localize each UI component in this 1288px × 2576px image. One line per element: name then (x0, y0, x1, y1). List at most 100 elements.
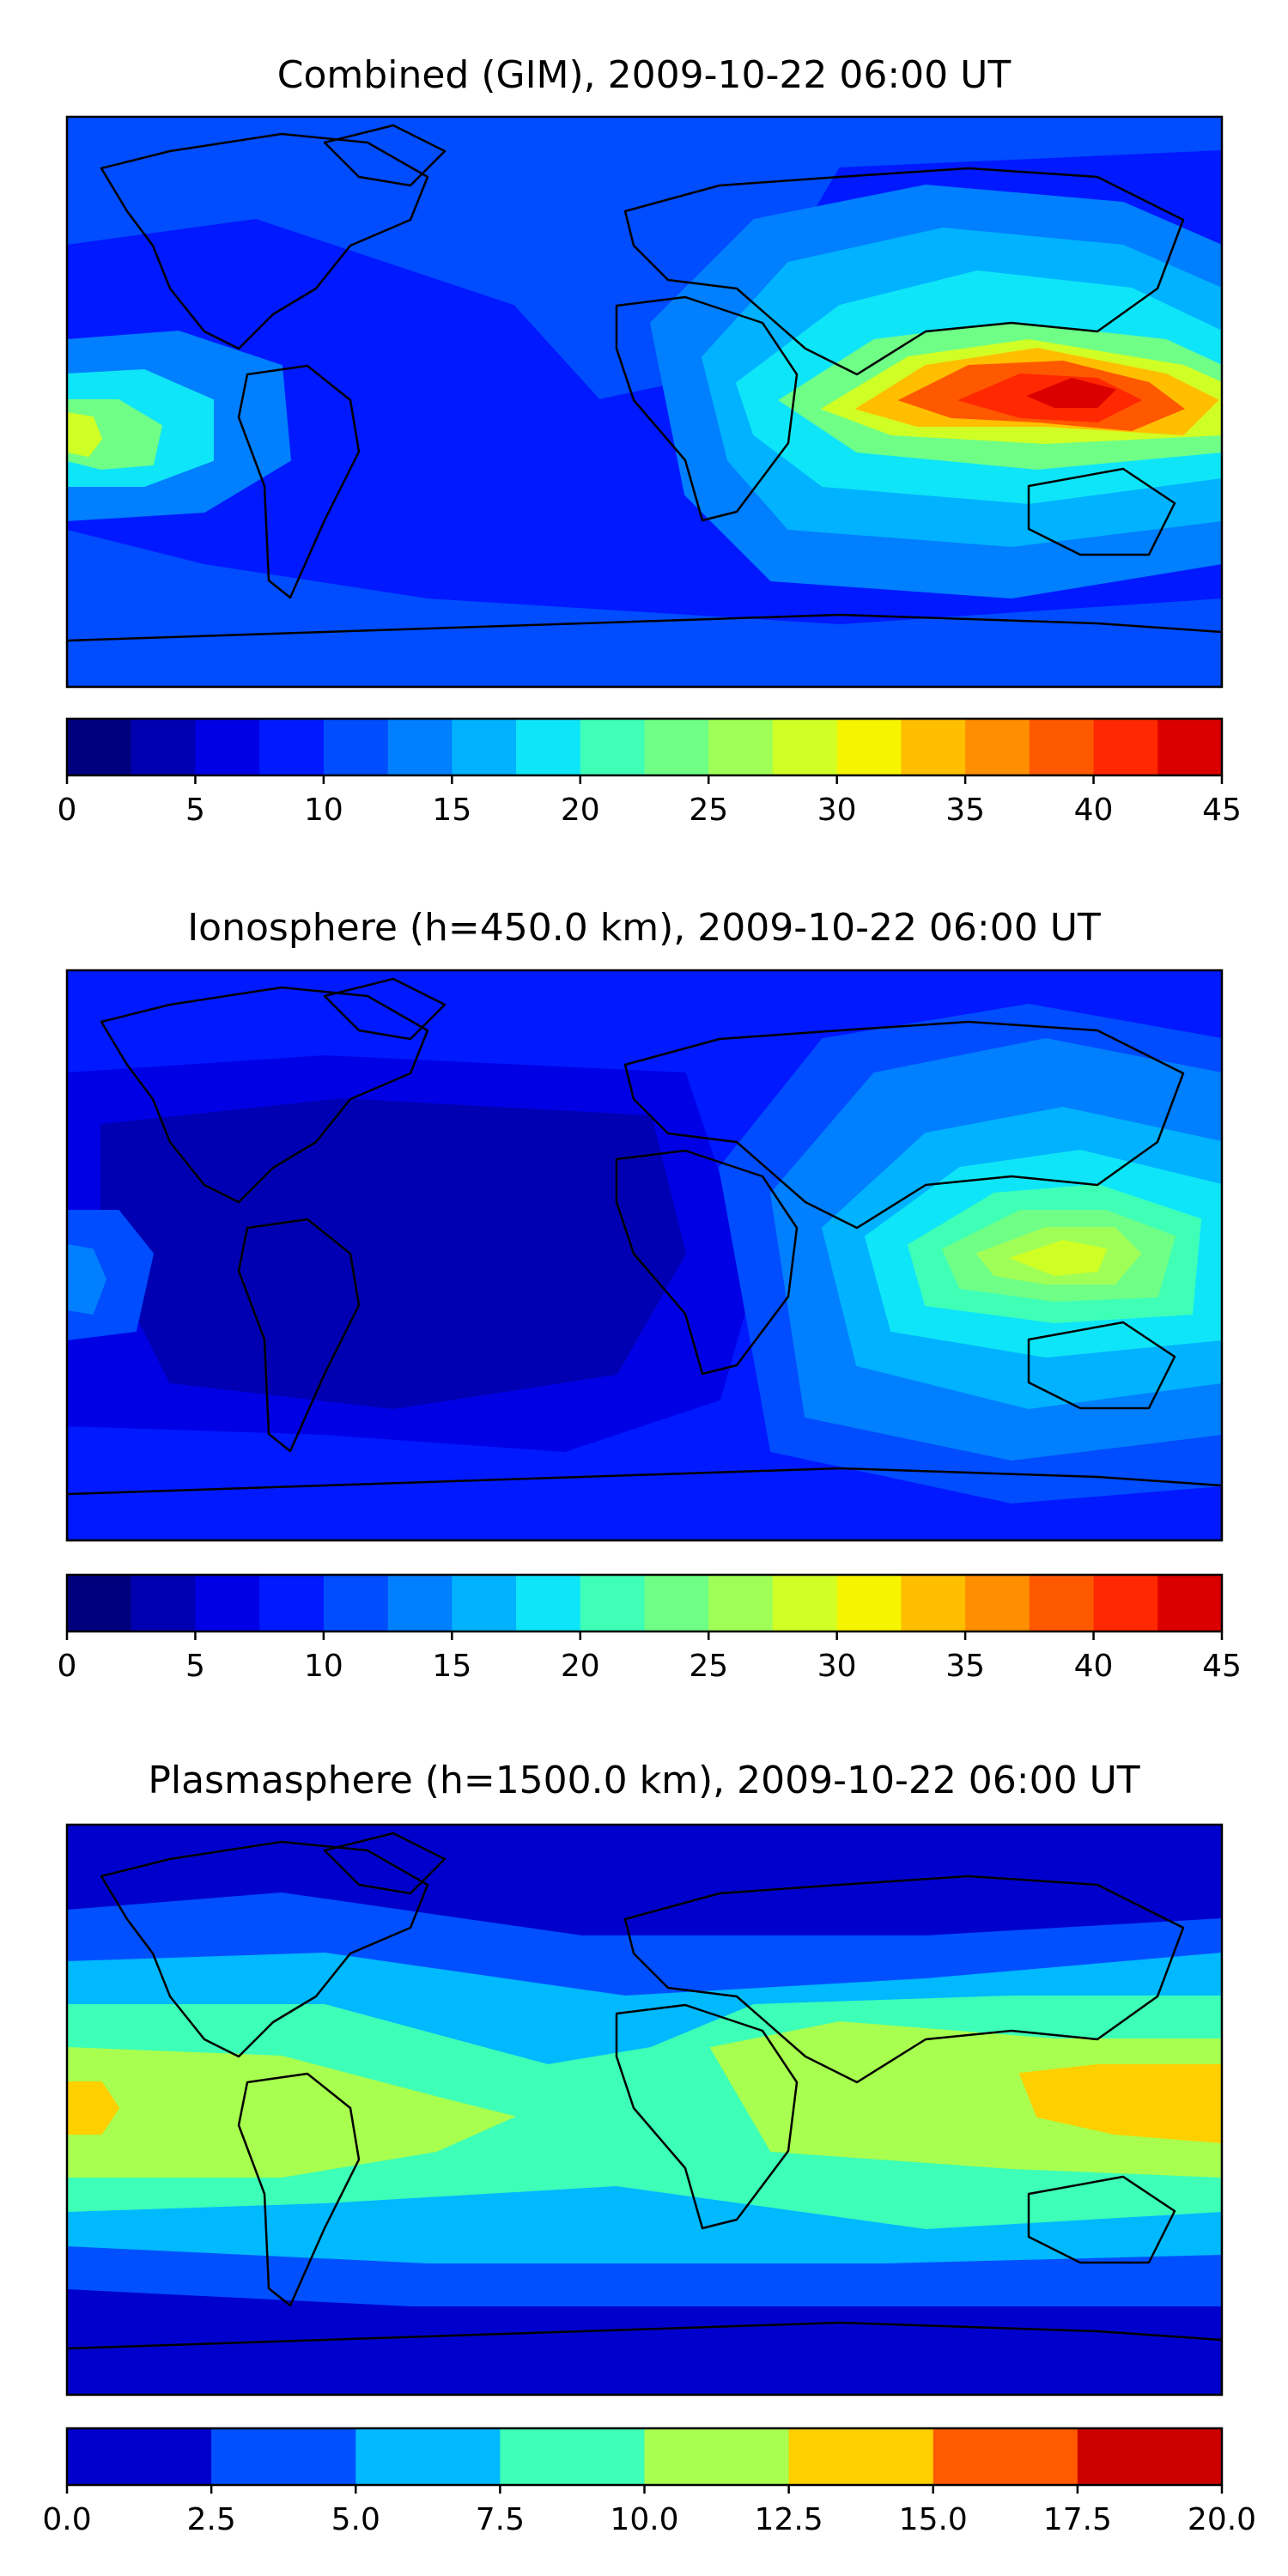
plasmasphere-colorbar-tick-label-6: 15.0 (899, 2502, 968, 2537)
combined-colorbar-tick-label-2: 10 (304, 793, 343, 828)
combined-colorbar-segment-4 (323, 719, 389, 775)
plasmasphere-colorbar-tick-label-1: 2.5 (186, 2502, 235, 2537)
ionosphere-colorbar-segment-1 (131, 1575, 196, 1631)
chart-title-ionosphere: Ionosphere (h=450.0 km), 2009-10-22 06:0… (187, 906, 1101, 950)
combined-colorbar-tick-label-0: 0 (58, 793, 77, 828)
ionosphere-colorbar-segment-10 (708, 1575, 774, 1631)
combined-colorbar-tick-label-4: 20 (561, 793, 600, 828)
combined-colorbar-segment-15 (1029, 719, 1095, 775)
plasmasphere-coastline-4 (623, 1874, 1185, 2084)
ionosphere-map-frame (65, 969, 1224, 1542)
plasmasphere-coastline-1 (237, 2072, 361, 2307)
plasmasphere-colorbar-tick-label-2: 5.0 (331, 2502, 380, 2537)
ionosphere-colorbar-tick-label-1: 5 (185, 1649, 205, 1684)
ionosphere-colorbar-segment-4 (323, 1575, 389, 1631)
ionosphere-contour-band-2 (100, 1097, 687, 1410)
combined-coastline-4 (623, 167, 1185, 376)
combined-colorbar-segment-7 (516, 719, 581, 775)
ionosphere-colorbar-segment-17 (1157, 1575, 1223, 1631)
ionosphere-coastline-4 (623, 1020, 1185, 1230)
ionosphere-colorbar-tick-label-4: 20 (561, 1649, 600, 1684)
combined-coastline-2 (323, 124, 447, 187)
ionosphere-coastline-1 (237, 1218, 361, 1453)
combined-colorbar-tick-label-1: 5 (185, 793, 205, 828)
plasmasphere-colorbar-segment-4 (644, 2428, 790, 2485)
ionosphere-colorbar-tick-label-7: 35 (945, 1649, 985, 1684)
plasmasphere-contour-band-7 (1018, 2064, 1222, 2144)
plasmasphere-coastline-3 (615, 2003, 799, 2230)
plasmasphere-coastline-5 (1027, 2175, 1176, 2264)
combined-colorbar-segment-14 (965, 719, 1030, 775)
combined-colorbar-segment-16 (1093, 719, 1158, 775)
ionosphere-colorbar-segment-7 (516, 1575, 581, 1631)
combined-colorbar-segment-6 (452, 719, 517, 775)
ionosphere-contour-band-12 (67, 1243, 107, 1315)
plasmasphere-colorbar-segment-1 (211, 2428, 356, 2485)
combined-colorbar-segment-9 (644, 719, 709, 775)
ionosphere-colorbar-frame (65, 1573, 1224, 1633)
map-panel-combined (65, 115, 1224, 689)
ionosphere-colorbar-tick-label-2: 10 (304, 1649, 343, 1684)
combined-colorbar-tick-label-3: 15 (432, 793, 471, 828)
ionosphere-coastline-5 (1027, 1321, 1176, 1410)
combined-colorbar-segment-12 (836, 719, 902, 775)
combined-map-frame (65, 115, 1224, 689)
map-plot-area (65, 115, 1224, 689)
combined-colorbar-tick-label-9: 45 (1202, 793, 1242, 828)
map-panel-plasmasphere (65, 1823, 1224, 2397)
ionosphere-colorbar-tick-label-8: 40 (1074, 1649, 1114, 1684)
ionosphere-coastline-0 (100, 986, 429, 1204)
combined-colorbar-segment-13 (901, 719, 966, 775)
combined-colorbar-segment-17 (1157, 719, 1223, 775)
plasmasphere-colorbar-tick-label-5: 12.5 (755, 2502, 823, 2537)
plasmasphere-contour-band-6 (67, 2081, 120, 2135)
plasmasphere-colorbar-tick-label-8: 20.0 (1188, 2502, 1256, 2537)
combined-colorbar-segment-3 (259, 719, 325, 775)
combined-colorbar-segment-8 (580, 719, 645, 775)
combined-coastline-6 (67, 613, 1222, 687)
combined-colorbar-segment-0 (67, 719, 132, 775)
ionosphere-colorbar-segment-8 (580, 1575, 645, 1631)
combined-coastline-3 (615, 295, 799, 522)
combined-colorbar-segment-5 (387, 719, 453, 775)
ionosphere-colorbar-segment-13 (901, 1575, 966, 1631)
combined-colorbar-frame (65, 717, 1224, 777)
combined-coastline-0 (100, 132, 429, 350)
plasmasphere-colorbar-segment-5 (788, 2428, 934, 2485)
plasmasphere-colorbar-segment-2 (355, 2428, 501, 2485)
combined-colorbar-tick-label-6: 30 (817, 793, 857, 828)
ionosphere-coastline-3 (615, 1149, 799, 1376)
ionosphere-colorbar-segment-9 (644, 1575, 709, 1631)
combined-colorbar-tick-label-7: 35 (945, 793, 985, 828)
colorbar-plasmasphere: 0.0 2.5 5.0 7.5 10.0 12.5 15.0 17.5 20.0 (42, 2427, 1256, 2537)
ionosphere-colorbar-segment-5 (387, 1575, 453, 1631)
plasmasphere-contour-band-5 (709, 2020, 1222, 2178)
map-plot-area (65, 969, 1224, 1542)
ionosphere-contour-band-10 (1009, 1239, 1108, 1277)
ionosphere-colorbar-tick-label-0: 0 (58, 1649, 77, 1684)
combined-coastline-5 (1027, 467, 1176, 556)
plasmasphere-coastline-2 (323, 1832, 447, 1895)
plasmasphere-colorbar-tick-label-3: 7.5 (476, 2502, 525, 2537)
plasmasphere-coastline-0 (100, 1840, 429, 2058)
ionosphere-colorbar-tick-label-3: 15 (432, 1649, 471, 1684)
plasmasphere-colorbar-segment-3 (500, 2428, 645, 2485)
combined-colorbar-tick-label-8: 40 (1074, 793, 1114, 828)
combined-colorbar-segment-10 (708, 719, 774, 775)
ionosphere-colorbar-segment-3 (259, 1575, 325, 1631)
plasmasphere-colorbar-segment-6 (933, 2428, 1078, 2485)
ionosphere-colorbar-segment-16 (1093, 1575, 1158, 1631)
map-panel-ionosphere (65, 969, 1224, 1542)
ionosphere-colorbar-segment-2 (195, 1575, 260, 1631)
ionosphere-colorbar-tick-label-9: 45 (1202, 1649, 1242, 1684)
chart-title-plasmasphere: Plasmasphere (h=1500.0 km), 2009-10-22 0… (148, 1759, 1140, 1802)
ionosphere-colorbar-segment-6 (452, 1575, 517, 1631)
ionosphere-coastline-6 (67, 1467, 1222, 1540)
combined-colorbar-segment-2 (195, 719, 260, 775)
ionosphere-colorbar-tick-label-6: 30 (817, 1649, 857, 1684)
chart-title-combined: Combined (GIM), 2009-10-22 06:00 UT (276, 53, 1012, 97)
plasmasphere-colorbar-tick-label-7: 17.5 (1043, 2502, 1112, 2537)
plasmasphere-colorbar-tick-label-4: 10.0 (610, 2502, 678, 2537)
ionosphere-colorbar-segment-12 (836, 1575, 902, 1631)
plasmasphere-colorbar-segment-0 (67, 2428, 212, 2485)
